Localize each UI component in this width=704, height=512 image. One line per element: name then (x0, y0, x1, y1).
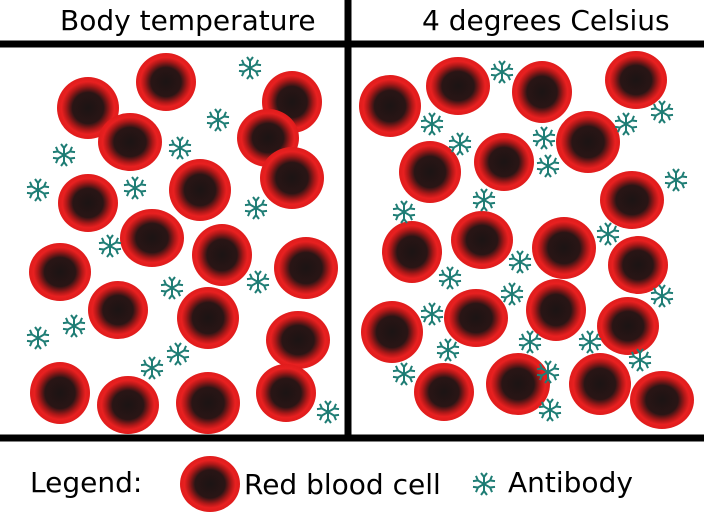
antibody (419, 112, 445, 136)
antibody (391, 200, 417, 224)
antibody (61, 314, 87, 338)
red-blood-cell (608, 236, 668, 294)
antibody (435, 338, 461, 362)
antibody (205, 108, 231, 132)
antibody (243, 196, 269, 220)
red-blood-cell (266, 311, 330, 369)
red-blood-cell (169, 159, 231, 221)
red-blood-cell (260, 147, 324, 209)
antibody (447, 132, 473, 156)
antibody (499, 282, 525, 306)
red-blood-cell (361, 301, 423, 363)
antibody (517, 330, 543, 354)
panel-title: 4 degrees Celsius (422, 4, 670, 37)
red-blood-cell (30, 362, 90, 424)
antibody (649, 284, 675, 308)
red-blood-cell (630, 371, 694, 429)
antibody (25, 178, 51, 202)
panel-title: Body temperature (60, 4, 316, 37)
red-blood-cell (359, 75, 421, 137)
red-blood-cell (88, 281, 148, 339)
antibody (649, 100, 675, 124)
red-blood-cell (512, 61, 572, 123)
antibody (51, 143, 77, 167)
red-blood-cell (399, 141, 461, 203)
antibody (165, 342, 191, 366)
antibody (139, 356, 165, 380)
antibody (391, 362, 417, 386)
antibody (537, 398, 563, 422)
red-blood-cell (382, 221, 442, 283)
antibody (97, 234, 123, 258)
red-blood-cell (414, 363, 474, 421)
red-blood-cell (176, 372, 240, 434)
antibody (167, 136, 193, 160)
antibody (471, 188, 497, 212)
antibody (531, 126, 557, 150)
legend-item: Red blood cell (244, 468, 441, 501)
legend-label: Legend: (30, 466, 142, 499)
antibody (489, 60, 515, 84)
red-blood-cell (58, 174, 118, 232)
red-blood-cell (474, 133, 534, 191)
red-blood-cell (600, 171, 664, 229)
legend-item: Antibody (508, 466, 633, 499)
antibody (627, 348, 653, 372)
red-blood-cell (136, 53, 196, 111)
antibody (613, 112, 639, 136)
legend-antibody-icon (471, 472, 497, 496)
cells (29, 51, 694, 434)
red-blood-cell (569, 353, 631, 415)
antibody (663, 168, 689, 192)
antibody (507, 250, 533, 274)
red-blood-cell (177, 287, 239, 349)
red-blood-cell (120, 209, 184, 267)
red-blood-cell (274, 237, 338, 299)
antibody (315, 400, 341, 424)
red-blood-cell (486, 353, 550, 415)
red-blood-cell (426, 57, 490, 115)
red-blood-cell (256, 364, 316, 422)
red-blood-cell (451, 211, 513, 269)
antibody (237, 56, 263, 80)
antibody (437, 266, 463, 290)
antibody (419, 302, 445, 326)
antibody (595, 222, 621, 246)
antibody (122, 176, 148, 200)
red-blood-cell (526, 279, 586, 341)
red-blood-cell (605, 51, 667, 109)
antibody (25, 326, 51, 350)
red-blood-cell (597, 297, 659, 355)
red-blood-cell (57, 77, 119, 139)
antibody (577, 330, 603, 354)
red-blood-cell (532, 217, 596, 279)
antibody (159, 276, 185, 300)
red-blood-cell (98, 113, 162, 171)
antibody (245, 270, 271, 294)
legend-cell-icon (180, 456, 240, 512)
red-blood-cell (29, 243, 91, 301)
red-blood-cell (192, 224, 252, 286)
red-blood-cell (444, 289, 508, 347)
antibody (535, 154, 561, 178)
red-blood-cell (556, 111, 620, 173)
red-blood-cell (97, 376, 159, 434)
